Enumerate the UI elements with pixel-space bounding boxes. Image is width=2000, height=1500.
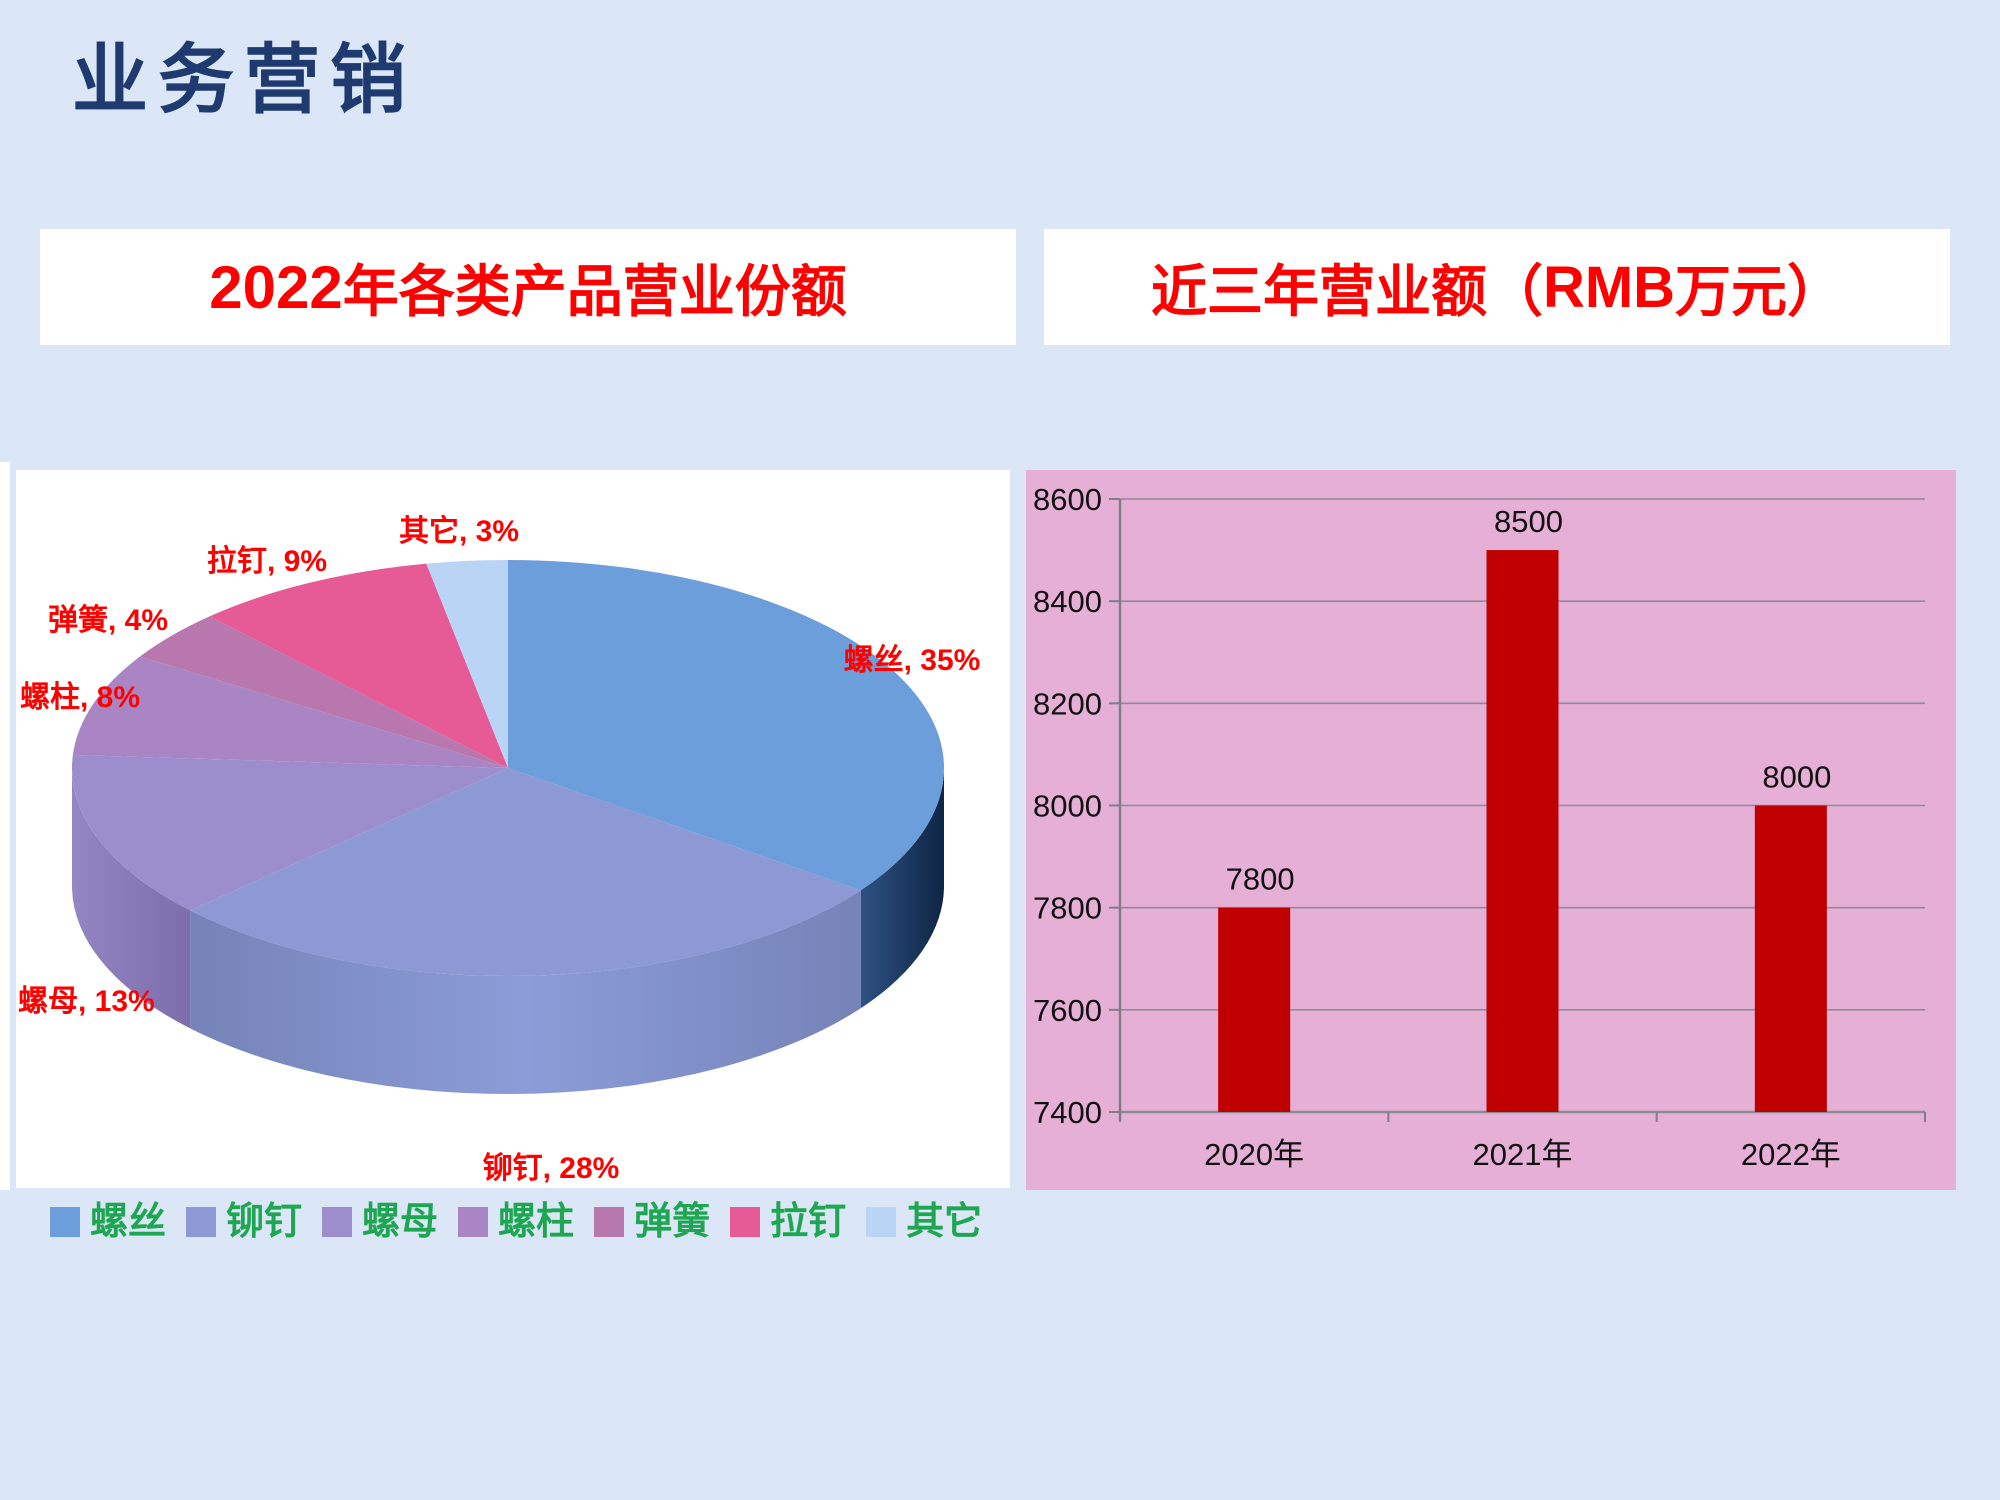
pie-slice-label: 螺母, 13% (18, 985, 155, 1018)
pie-slice-side (72, 768, 191, 1029)
pie-slice (426, 560, 508, 768)
legend-label: 拉钉 (770, 1201, 847, 1243)
bar-value-label: 7800 (1226, 862, 1295, 897)
pie-legend: 螺丝 铆钉 螺母 螺柱 弹簧 拉钉 其它 (50, 1196, 1010, 1248)
pie-header-year: 2022 (209, 253, 343, 321)
legend-label: 铆钉 (226, 1201, 303, 1243)
bar-header-currency: RMB (1542, 254, 1676, 320)
bar-chart-header: 近三年营业额（ RMB 万元） (1044, 229, 1950, 345)
pie-chart-header: 2022 年各类产品营业份额 (40, 229, 1016, 345)
pie-slice-side (860, 768, 944, 1009)
bar (1486, 550, 1559, 1112)
legend-label: 其它 (906, 1201, 983, 1243)
legend-swatch (866, 1207, 897, 1237)
legend-item: 螺母 (322, 1203, 438, 1241)
legend-item: 铆钉 (186, 1203, 302, 1241)
y-tick-label: 8400 (1033, 584, 1102, 619)
pie-slice-label: 螺丝, 35% (844, 644, 981, 677)
pie-slice (508, 560, 945, 891)
legend-swatch (730, 1207, 761, 1237)
pie-slice-label: 铆钉, 28% (483, 1152, 620, 1185)
y-tick-label: 8000 (1033, 789, 1102, 824)
bar-value-label: 8500 (1494, 504, 1563, 539)
legend-item: 弹簧 (594, 1203, 710, 1241)
pie-slice-label: 螺柱, 8% (20, 681, 140, 714)
pie-header-text: 年各类产品营业份额 (342, 261, 847, 324)
legend-swatch (594, 1207, 625, 1237)
legend-swatch (186, 1207, 217, 1237)
legend-swatch (322, 1207, 353, 1237)
legend-swatch (458, 1207, 489, 1237)
legend-item: 螺柱 (458, 1203, 574, 1241)
pie-slice-label: 拉钉, 9% (207, 544, 327, 578)
pie-slice-label: 弹簧, 4% (48, 603, 168, 637)
bar-header-text-post: 万元） (1675, 261, 1844, 324)
legend-swatch (50, 1207, 80, 1237)
y-tick-label: 7600 (1033, 993, 1102, 1028)
y-tick-label: 8600 (1033, 482, 1102, 517)
legend-item: 其它 (866, 1203, 982, 1241)
x-tick-label: 2020年 (1204, 1137, 1304, 1172)
pie-slice (190, 768, 861, 976)
slide-edge-decoration (0, 462, 10, 1190)
legend-label: 螺母 (362, 1201, 439, 1243)
legend-label: 螺柱 (498, 1201, 575, 1243)
bar-chart: 7400 7600 7800 8000 8200 8400 8600 7800 2020年 850… (1033, 482, 1926, 1172)
legend-label: 螺丝 (90, 1201, 167, 1243)
pie-slice (209, 563, 508, 768)
page-title: 业务营销 (72, 39, 416, 123)
legend-label: 弹簧 (634, 1201, 711, 1243)
pie-chart: 螺丝, 35% 铆钉, 28% 螺母, 13% 螺柱, 8% 弹簧, 4% 拉钉, 9% 其… (18, 514, 981, 1185)
pie-slice-side (190, 890, 861, 1094)
y-tick-label: 7400 (1033, 1095, 1102, 1130)
bar-chart-panel: 7400 7600 7800 8000 8200 8400 8600 7800 2020年 850… (1026, 470, 1956, 1190)
y-tick-label: 8200 (1033, 686, 1102, 721)
y-tick-label: 7800 (1033, 891, 1102, 926)
pie-slice (72, 754, 509, 911)
bar-header-text-pre: 近三年营业额（ (1150, 261, 1543, 324)
pie-slice (72, 656, 508, 768)
x-tick-label: 2022年 (1741, 1137, 1841, 1172)
bar (1754, 805, 1827, 1112)
legend-item: 螺丝 (50, 1203, 166, 1241)
legend-item: 拉钉 (730, 1203, 846, 1241)
bar-value-label: 8000 (1762, 760, 1831, 795)
pie-slice (139, 616, 508, 768)
pie-chart-panel: 螺丝, 35% 铆钉, 28% 螺母, 13% 螺柱, 8% 弹簧, 4% 拉钉, 9% 其… (16, 470, 1010, 1188)
bar (1218, 907, 1291, 1112)
x-tick-label: 2021年 (1473, 1137, 1573, 1172)
pie-slice-label: 其它, 3% (399, 514, 519, 548)
